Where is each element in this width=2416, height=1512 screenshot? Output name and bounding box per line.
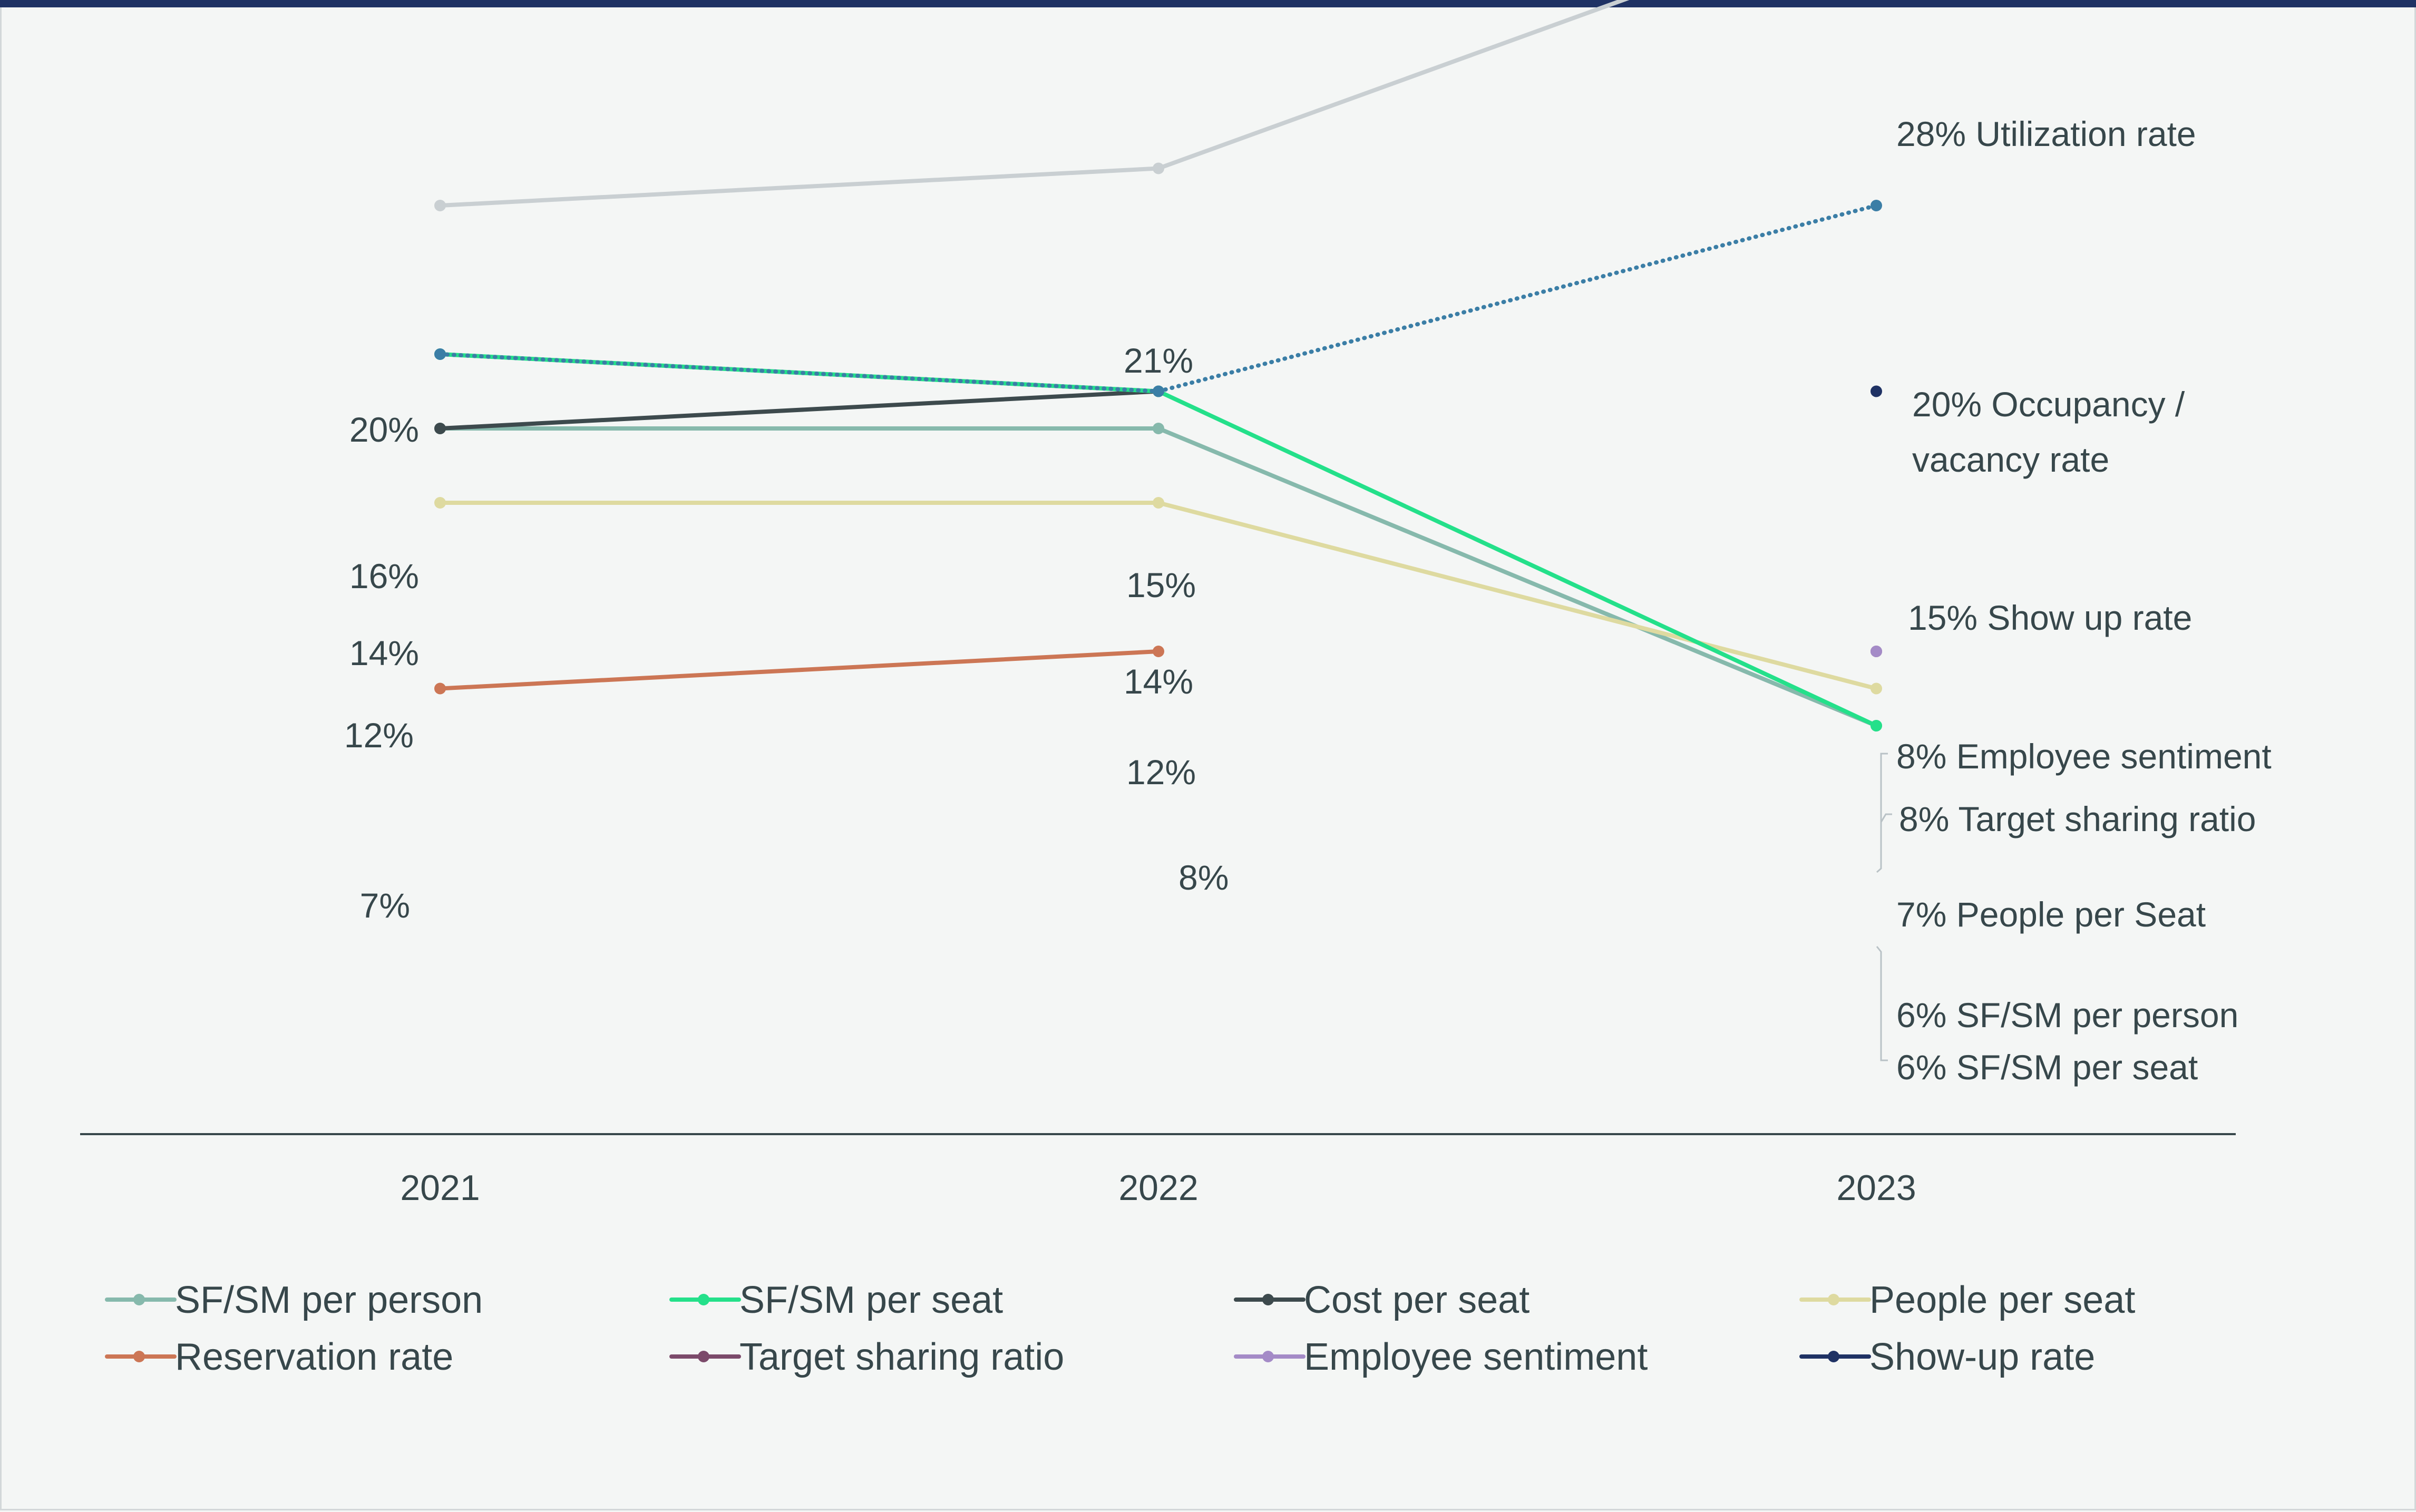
legend-label-sf-sm-per-seat: SF/SM per seat (739, 1279, 1003, 1321)
data-label-show-up-rate-2: 15% Show up rate (1908, 598, 2192, 637)
legend-marker-cost-per-seat (1262, 1294, 1274, 1305)
data-point-occupancy-vacancy-rate-2021 (434, 348, 446, 360)
data-label-people-per-seat-0: 12% (344, 716, 414, 755)
legend-label-employee-sentiment: Employee sentiment (1304, 1336, 1648, 1378)
legend-label-cost-per-seat: Cost per seat (1304, 1279, 1530, 1321)
data-point-people-per-seat-2022 (1153, 497, 1164, 509)
series-line-utilization-rate (438, 0, 1630, 208)
data-label-occupancy-vacancy-rate-2: 20% Occupancy / (1912, 385, 2185, 424)
x-tick-label-2022: 2022 (1118, 1168, 1198, 1208)
data-point-people-per-seat-2021 (434, 497, 446, 509)
data-label-cost-per-seat-0: 14% (349, 633, 419, 672)
data-label-target-sharing-ratio-2: 8% Target sharing ratio (1899, 799, 2256, 838)
data-point-cost-per-seat-2021 (434, 423, 446, 434)
data-label-people-per-seat-1: 12% (1126, 753, 1196, 792)
data-point-reservation-rate-2021 (434, 682, 446, 695)
data-point-sf-sm-per-person-2022 (1153, 423, 1164, 434)
data-label-occupancy-vacancy-rate-3: vacancy rate (1912, 440, 2109, 479)
data-label-utilization-rate-0: 20% (349, 410, 419, 449)
data-label-sf-sm-per-seat-0: 16% (349, 557, 419, 596)
legend-marker-people-per-seat (1828, 1294, 1839, 1305)
leader-line-target-sharing-ratio (1880, 813, 1892, 823)
data-point-people-per-seat-2023 (1871, 682, 1882, 695)
legend-marker-show-up-rate (1828, 1351, 1839, 1362)
legend-marker-target-sharing-ratio (698, 1351, 709, 1362)
series-line-cost-per-seat (438, 389, 1161, 431)
data-point-utilization-rate-2021 (434, 200, 446, 211)
legend-label-people-per-seat: People per seat (1869, 1279, 2135, 1321)
legend-label-reservation-rate: Reservation rate (175, 1336, 453, 1378)
data-label-employee-sentiment-2: 8% Employee sentiment (1896, 737, 2272, 776)
leader-line-sf-sm-labels (1876, 946, 1888, 1061)
x-tick-label-2023: 2023 (1836, 1168, 1916, 1208)
legend-label-sf-sm-per-person: SF/SM per person (175, 1279, 483, 1321)
legend-label-show-up-rate: Show-up rate (1869, 1336, 2095, 1378)
data-point-sf-sm-per-seat-2023 (1871, 720, 1882, 731)
data-point-occupancy-vacancy-rate-2022 (1153, 385, 1164, 397)
legend-label-target-sharing-ratio: Target sharing ratio (739, 1336, 1064, 1378)
data-point-occupancy-vacancy-rate-2023 (1871, 200, 1882, 211)
top-accent-bar (0, 0, 2416, 7)
data-label-sf-sm-per-person-1: 14% (1124, 662, 1193, 701)
data-point-utilization-rate-2022 (1153, 162, 1164, 174)
leader-line-employee-sentiment (1876, 753, 1888, 873)
data-label-reservation-rate-0: 7% (360, 886, 410, 925)
data-label-people-per-seat-2: 7% People per Seat (1896, 895, 2206, 934)
data-label-utilization-rate-1: 21% (1124, 341, 1193, 380)
data-point-show-up-rate-2023 (1871, 385, 1882, 397)
legend-marker-reservation-rate (133, 1351, 145, 1362)
data-point-employee-sentiment-2023 (1871, 646, 1882, 657)
series-line-reservation-rate (438, 649, 1161, 691)
data-label-sf-sm-per-seat-2: 6% SF/SM per seat (1896, 1048, 2198, 1087)
data-label-sf-sm-per-seat-1: 15% (1126, 565, 1196, 604)
legend-marker-employee-sentiment (1262, 1351, 1274, 1362)
legend-marker-sf-sm-per-seat (698, 1294, 709, 1305)
legend-marker-sf-sm-per-person (133, 1294, 145, 1305)
data-label-utilization-rate-2: 28% Utilization rate (1896, 114, 2196, 153)
x-tick-label-2021: 2021 (400, 1168, 480, 1208)
data-point-reservation-rate-2022 (1153, 646, 1164, 657)
data-label-sf-sm-per-person-2: 6% SF/SM per person (1896, 996, 2238, 1035)
data-label-reservation-rate-1: 8% (1178, 858, 1229, 897)
